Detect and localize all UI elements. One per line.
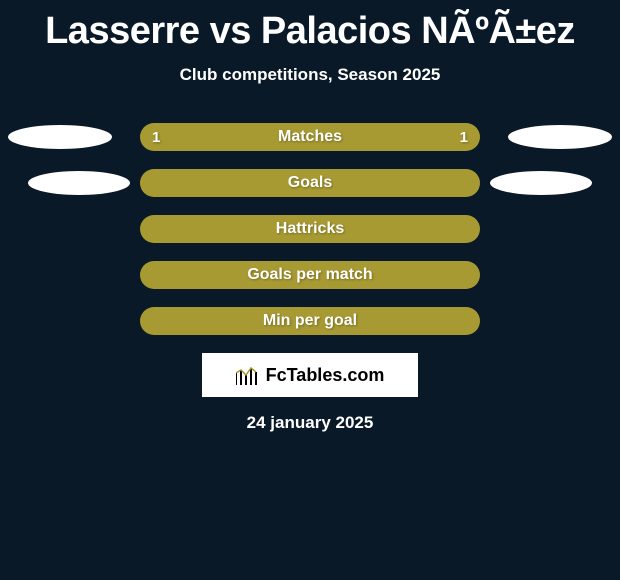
left-ellipse-goals <box>28 171 130 195</box>
logo-text: FcTables.com <box>266 365 385 386</box>
matches-label: Matches <box>278 128 342 146</box>
stat-row-hattricks: Hattricks <box>8 215 612 243</box>
gpm-label: Goals per match <box>247 266 372 284</box>
right-ellipse-goals <box>490 171 592 195</box>
stat-bar-goals: Goals <box>140 169 480 197</box>
matches-right-value: 1 <box>460 129 468 146</box>
fctables-logo: FcTables.com <box>202 353 418 397</box>
goals-label: Goals <box>288 174 332 192</box>
stat-row-matches: 1 Matches 1 <box>8 123 612 151</box>
date-label: 24 january 2025 <box>0 413 620 433</box>
left-ellipse-matches <box>8 125 112 149</box>
stat-bar-matches: 1 Matches 1 <box>140 123 480 151</box>
right-ellipse-matches <box>508 125 612 149</box>
stat-row-goals: Goals <box>8 169 612 197</box>
stat-row-gpm: Goals per match <box>8 261 612 289</box>
stat-bar-gpm: Goals per match <box>140 261 480 289</box>
stat-bar-hattricks: Hattricks <box>140 215 480 243</box>
mpg-label: Min per goal <box>263 312 357 330</box>
stat-row-mpg: Min per goal <box>8 307 612 335</box>
stat-bar-mpg: Min per goal <box>140 307 480 335</box>
page-subtitle: Club competitions, Season 2025 <box>0 65 620 85</box>
page-title: Lasserre vs Palacios NÃºÃ±ez <box>0 0 620 53</box>
chart-icon <box>236 365 260 385</box>
hattricks-label: Hattricks <box>276 220 344 238</box>
stats-chart: 1 Matches 1 Goals Hattricks Goals per ma… <box>0 123 620 335</box>
matches-left-value: 1 <box>152 129 160 146</box>
logo-content: FcTables.com <box>236 365 385 386</box>
